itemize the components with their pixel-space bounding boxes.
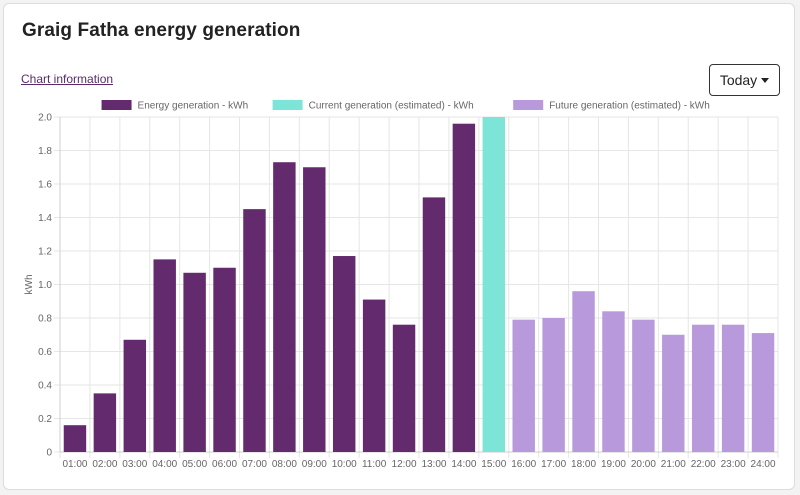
bar-energy-0100 [63,425,87,452]
bar-energy-1100 [362,299,386,452]
x-tick-label: 11:00 [362,459,387,470]
y-tick-label: 1.6 [38,180,52,191]
y-tick-label: 1.8 [38,146,52,157]
y-axis-title: kWh [24,275,35,295]
bar-energy-0900 [303,167,326,452]
y-tick-label: 2.0 [38,113,52,124]
y-tick-label: 1.0 [38,280,52,291]
x-tick-label: 08:00 [272,459,297,470]
chart-information-link[interactable]: Chart information [21,72,114,86]
bar-energy-1400 [452,123,476,452]
legend-swatch-future [513,100,544,110]
x-tick-label: 05:00 [182,459,207,470]
x-tick-label: 20:00 [631,459,656,470]
legend-label-current: Current generation (estimated) - kWh [309,101,474,112]
x-tick-label: 14:00 [451,459,476,470]
x-tick-label: 21:00 [661,459,686,470]
bar-future-2000 [632,319,655,452]
y-tick-label: 0 [46,448,52,459]
y-tick-label: 0.4 [38,381,52,392]
page-title: Graig Fatha energy generation [22,20,301,41]
x-tick-label: 09:00 [302,459,327,470]
x-tick-label: 03:00 [122,459,147,470]
x-tick-label: 17:00 [541,459,566,470]
bar-future-1700 [542,318,565,452]
bar-future-1900 [602,311,625,452]
legend-swatch-energy [101,100,132,110]
caret-down-icon [761,78,770,83]
bar-energy-1000 [332,256,356,452]
bar-energy-0300 [123,339,147,452]
range-dropdown-button[interactable]: Today [709,64,780,96]
legend-swatch-current [272,100,303,110]
bar-energy-0500 [183,272,206,452]
bar-future-2300 [721,324,745,452]
bar-energy-1200 [392,324,416,452]
x-tick-label: 12:00 [392,459,417,470]
bar-energy-0700 [243,209,266,452]
x-tick-label: 13:00 [421,459,446,470]
bar-energy-0600 [213,267,236,452]
bar-future-2100 [662,334,685,452]
bar-future-2400 [751,333,775,452]
bar-energy-0400 [153,259,176,452]
x-tick-label: 23:00 [721,459,746,470]
bar-future-1600 [512,319,535,452]
bar-future-1800 [572,291,595,452]
x-tick-label: 19:00 [601,459,626,470]
bar-future-2200 [691,324,715,452]
bar-energy-1300 [422,197,446,452]
y-tick-label: 1.4 [38,213,52,224]
x-tick-label: 15:00 [481,459,506,470]
range-dropdown-label: Today [719,72,758,88]
y-tick-label: 1.2 [38,247,52,258]
x-tick-label: 16:00 [511,459,536,470]
x-tick-label: 10:00 [332,459,357,470]
bar-current-1500 [482,117,506,452]
x-tick-label: 04:00 [152,459,177,470]
legend-label-energy: Energy generation - kWh [138,101,249,112]
bar-energy-0800 [273,162,296,452]
x-tick-label: 01:00 [62,459,87,470]
y-tick-label: 0.8 [38,314,52,325]
legend-label-future: Future generation (estimated) - kWh [549,101,710,112]
y-tick-label: 0.6 [38,347,52,358]
bar-energy-0200 [93,393,117,452]
x-tick-label: 24:00 [751,459,776,470]
x-tick-label: 07:00 [242,459,267,470]
x-tick-label: 18:00 [571,459,596,470]
y-tick-label: 0.2 [38,414,52,425]
x-tick-label: 06:00 [212,459,237,470]
x-tick-label: 22:00 [691,459,716,470]
x-tick-label: 02:00 [92,459,117,470]
